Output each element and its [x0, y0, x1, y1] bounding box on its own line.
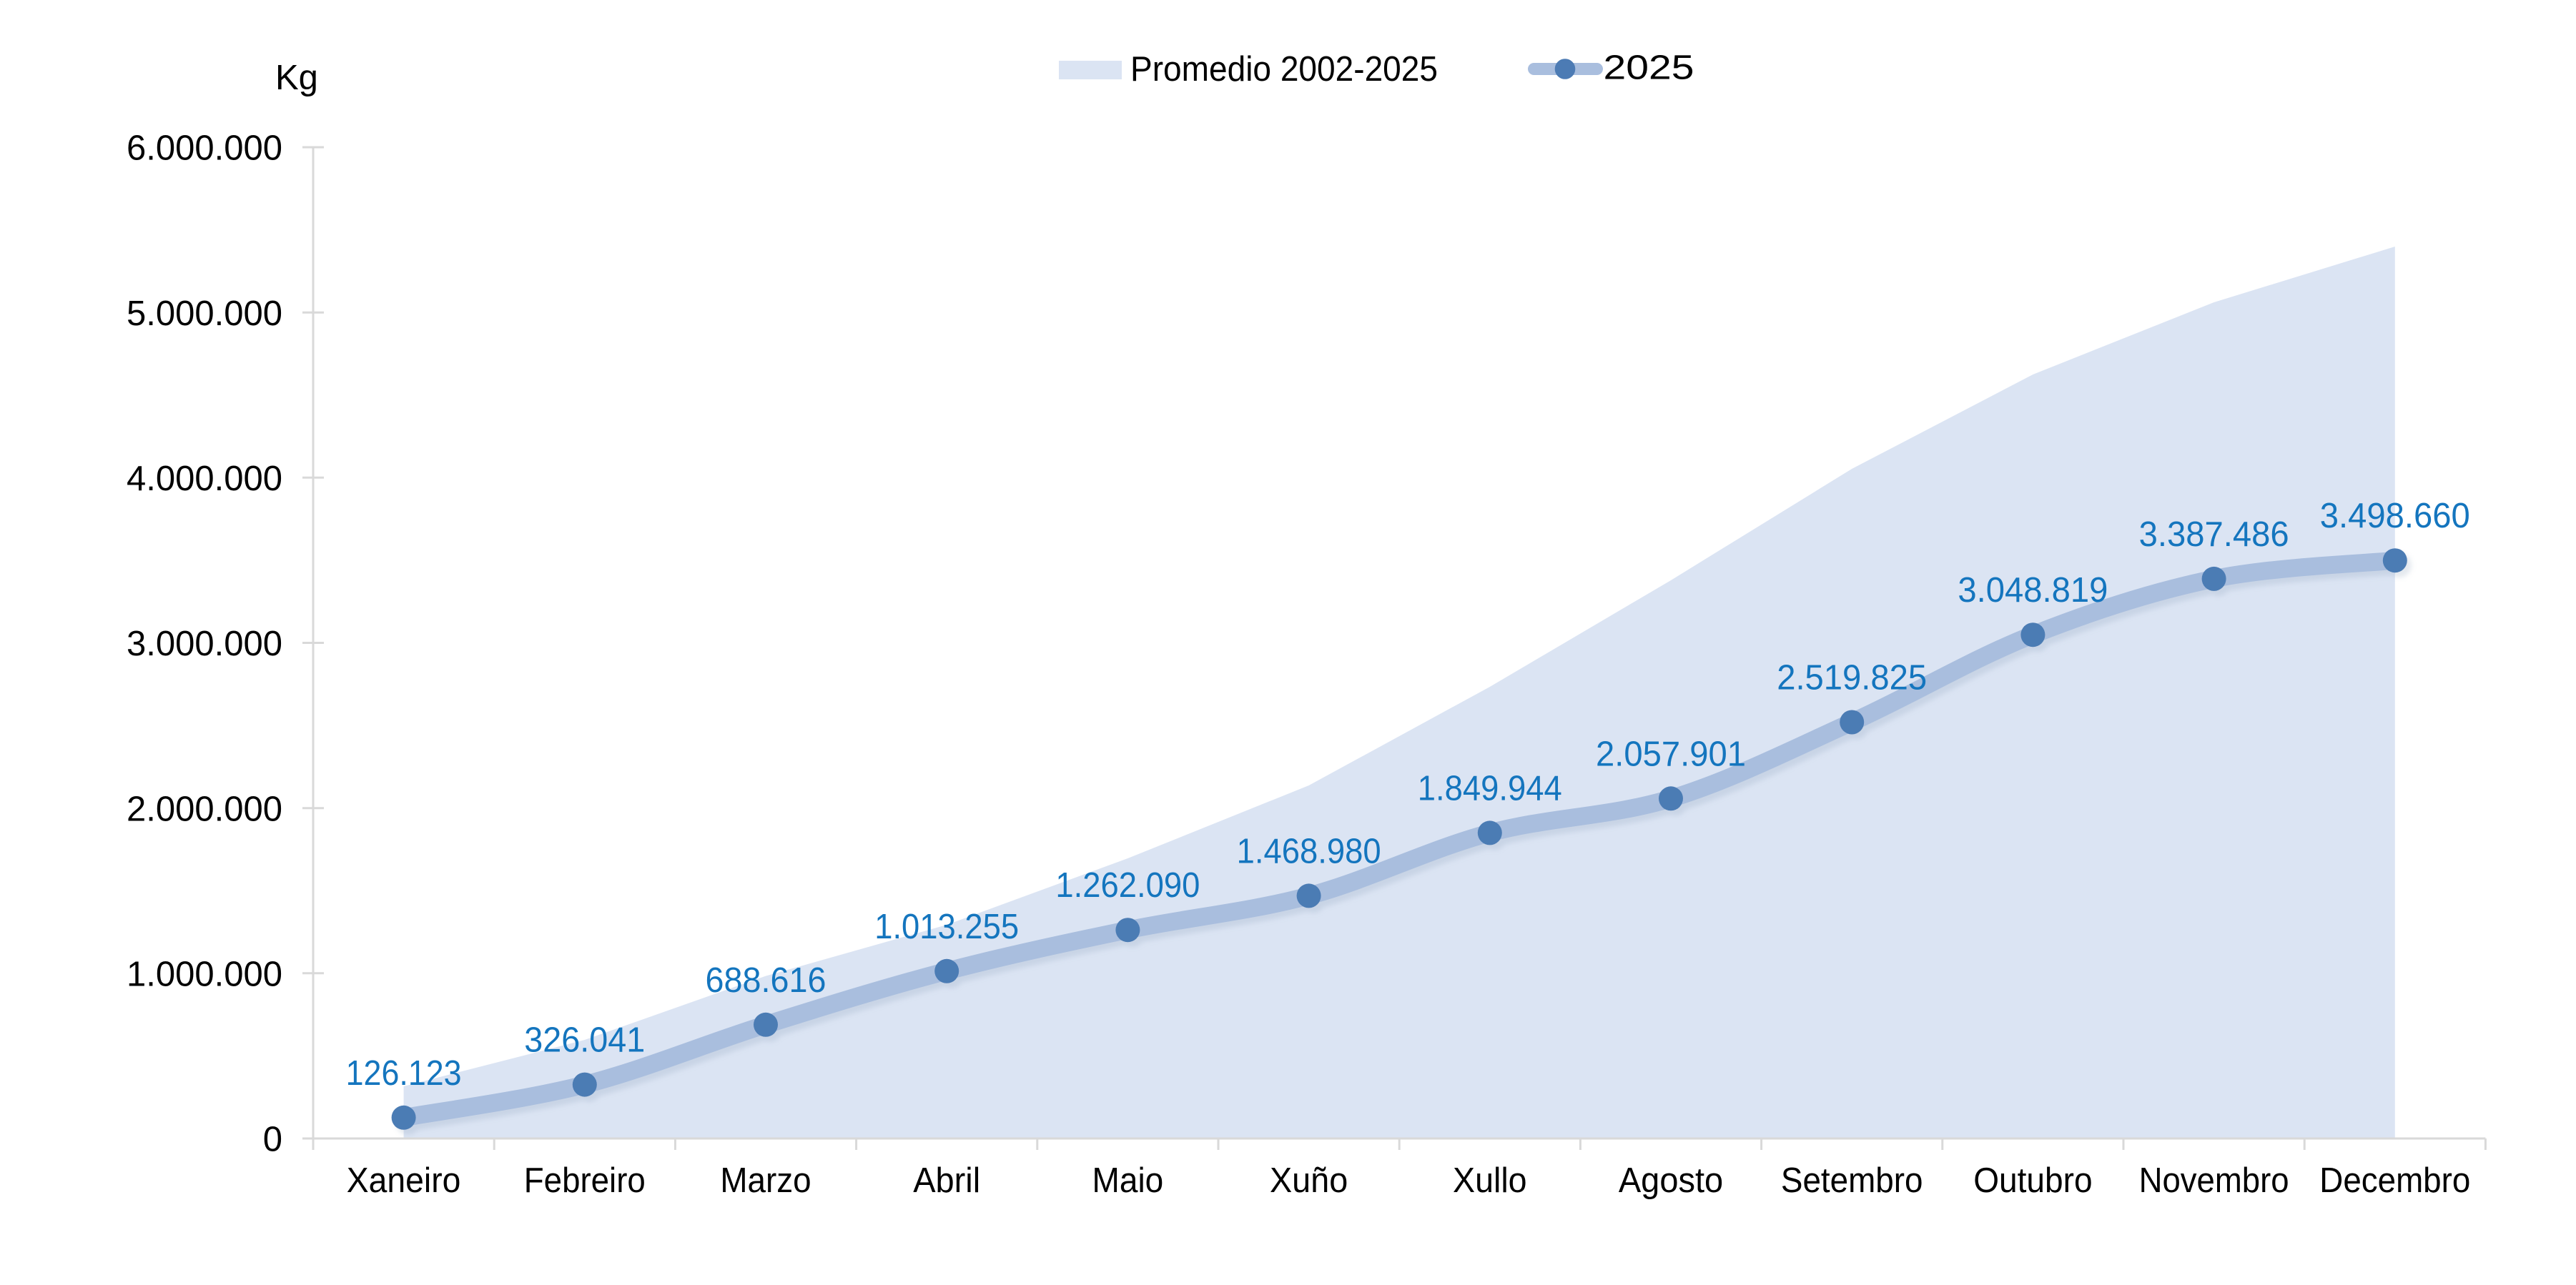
svg-text:0: 0	[263, 1121, 282, 1159]
svg-text:Novembro: Novembro	[2139, 1161, 2289, 1200]
svg-text:5.000.000: 5.000.000	[127, 294, 282, 333]
svg-text:Xaneiro: Xaneiro	[347, 1161, 461, 1200]
svg-text:Xullo: Xullo	[1453, 1161, 1527, 1200]
svg-text:Abril: Abril	[913, 1161, 980, 1200]
svg-text:Outubro: Outubro	[1973, 1161, 2092, 1200]
svg-text:2025: 2025	[1604, 49, 1694, 87]
svg-text:Maio: Maio	[1092, 1161, 1164, 1200]
svg-text:Decembro: Decembro	[2319, 1161, 2470, 1200]
svg-text:Febreiro: Febreiro	[524, 1161, 646, 1200]
svg-text:1.013.255: 1.013.255	[874, 908, 1019, 946]
svg-text:1.000.000: 1.000.000	[127, 955, 282, 993]
svg-text:326.041: 326.041	[524, 1021, 645, 1060]
svg-text:1.849.944: 1.849.944	[1418, 769, 1562, 808]
svg-text:6.000.000: 6.000.000	[127, 129, 282, 168]
svg-text:Agosto: Agosto	[1619, 1161, 1723, 1200]
svg-text:2.057.901: 2.057.901	[1596, 735, 1746, 773]
svg-text:3.387.486: 3.387.486	[2139, 515, 2289, 554]
svg-text:Kg: Kg	[275, 59, 318, 97]
svg-text:Marzo: Marzo	[720, 1161, 811, 1200]
svg-text:3.498.660: 3.498.660	[2320, 497, 2470, 535]
svg-text:2.519.825: 2.519.825	[1777, 659, 1927, 698]
svg-text:Promedio 2002-2025: Promedio 2002-2025	[1130, 50, 1438, 89]
svg-text:1.262.090: 1.262.090	[1055, 866, 1200, 905]
svg-text:3.048.819: 3.048.819	[1958, 571, 2108, 610]
svg-text:1.468.980: 1.468.980	[1237, 832, 1381, 870]
svg-text:3.000.000: 3.000.000	[127, 625, 282, 663]
svg-text:4.000.000: 4.000.000	[127, 460, 282, 498]
svg-text:Xuño: Xuño	[1270, 1161, 1348, 1200]
svg-text:Setembro: Setembro	[1781, 1161, 1923, 1200]
svg-text:2.000.000: 2.000.000	[127, 790, 282, 828]
svg-text:126.123: 126.123	[346, 1054, 462, 1093]
svg-text:688.616: 688.616	[706, 961, 826, 1000]
